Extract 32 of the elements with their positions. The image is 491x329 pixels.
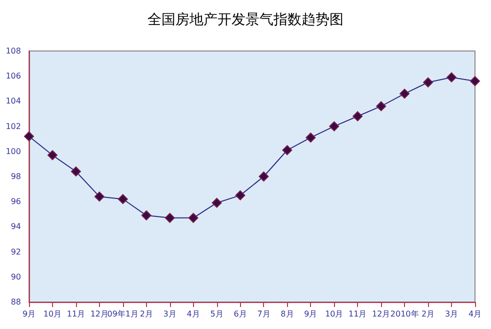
x-tick-label: 2010年 bbox=[390, 310, 419, 318]
y-tick-label: 96 bbox=[10, 197, 21, 206]
x-tick-label: 10月 bbox=[325, 310, 344, 318]
x-tick-label: 11月 bbox=[66, 310, 86, 318]
x-tick-label: 4月 bbox=[468, 310, 482, 318]
y-tick-label: 94 bbox=[10, 222, 21, 232]
x-tick-label: 9月 bbox=[304, 310, 318, 318]
y-tick-label: 88 bbox=[10, 298, 21, 306]
x-tick-label: 3月 bbox=[163, 310, 176, 318]
x-tick-label: 2月 bbox=[140, 310, 153, 318]
y-tick-label: 90 bbox=[10, 272, 21, 282]
x-tick-label: 7月 bbox=[257, 310, 270, 318]
x-tick-label: 4月 bbox=[186, 310, 200, 318]
x-tick-label: 11月 bbox=[348, 310, 367, 318]
x-tick-label: 3月 bbox=[444, 310, 458, 318]
y-tick-label: 98 bbox=[10, 172, 21, 181]
x-tick-label: 8月 bbox=[280, 310, 294, 318]
y-tick-label: 108 bbox=[6, 46, 21, 56]
x-tick-label: 12月 bbox=[372, 310, 390, 318]
x-tick-label: 9月 bbox=[22, 310, 36, 318]
y-tick-label: 100 bbox=[6, 146, 21, 156]
y-tick-label: 102 bbox=[6, 122, 21, 131]
x-tick-label: 12月 bbox=[90, 310, 109, 318]
x-tick-label: 5月 bbox=[210, 310, 224, 318]
x-tick-label: 2月 bbox=[422, 310, 435, 318]
x-tick-label: 09年1月 bbox=[107, 310, 139, 318]
x-tick-label: 6月 bbox=[234, 310, 247, 318]
x-tick-label: 10月 bbox=[43, 310, 62, 318]
y-tick-label: 92 bbox=[10, 247, 21, 256]
y-tick-label: 104 bbox=[6, 96, 21, 106]
y-tick-label: 106 bbox=[6, 72, 21, 81]
chart-title: 全国房地产开发景气指数趋势图 bbox=[148, 12, 344, 28]
